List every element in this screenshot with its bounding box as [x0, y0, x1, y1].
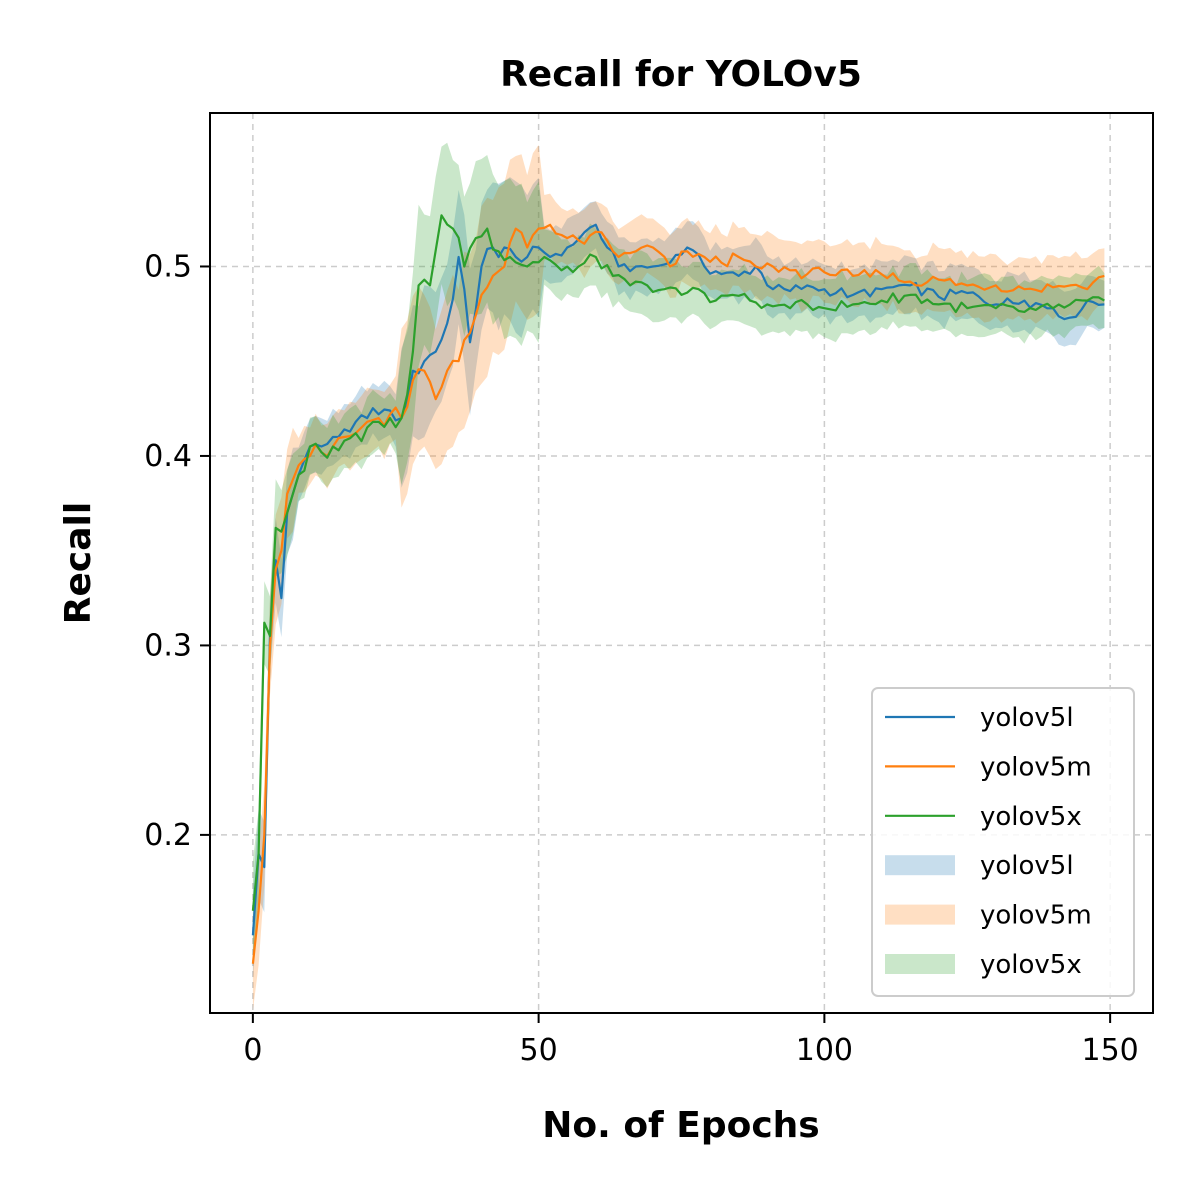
series-line-yolov5x: [251, 214, 1105, 911]
confidence-bands: [252, 142, 1105, 1011]
plot-area-frame: [209, 112, 1154, 1014]
legend-label-3: yolov5l: [980, 851, 1074, 881]
legend-label-1: yolov5m: [980, 752, 1092, 782]
x-tick-label-3: 150: [1082, 1033, 1139, 1068]
series-line-yolov5l: [251, 223, 1105, 936]
axis-ticks: 0 50 100 150 0.2 0.3 0.4 0.5: [144, 249, 1138, 1068]
y-tick-label-0: 0.2: [144, 818, 192, 853]
band-yolov5x: [252, 142, 1105, 960]
x-tick-label-2: 100: [796, 1033, 853, 1068]
y-tick-label-1: 0.3: [144, 628, 192, 663]
series-lines: [251, 214, 1105, 964]
chart-title: Recall for YOLOv5: [500, 54, 862, 95]
legend-patch-swatch-4: [885, 904, 955, 925]
legend-label-0: yolov5l: [980, 703, 1074, 733]
x-tick-label-1: 50: [520, 1033, 558, 1068]
y-axis-label: Recall: [58, 502, 99, 624]
y-tick-label-2: 0.4: [144, 439, 192, 474]
x-axis-label: No. of Epochs: [542, 1105, 820, 1146]
y-tick-label-3: 0.5: [144, 249, 192, 284]
legend-patch-swatch-3: [885, 855, 955, 876]
legend-label-2: yolov5x: [980, 802, 1082, 832]
legend-label-5: yolov5x: [980, 950, 1082, 980]
x-tick-label-0: 0: [243, 1033, 262, 1068]
legend-label-4: yolov5m: [980, 901, 1092, 931]
legend: yolov5l yolov5m yolov5x yolov5l yolov5m yolov…: [871, 687, 1135, 997]
legend-patch-swatch-5: [885, 954, 955, 974]
series-line-yolov5m: [251, 223, 1105, 964]
legend-box: [871, 687, 1135, 997]
band-yolov5m: [252, 145, 1105, 1011]
